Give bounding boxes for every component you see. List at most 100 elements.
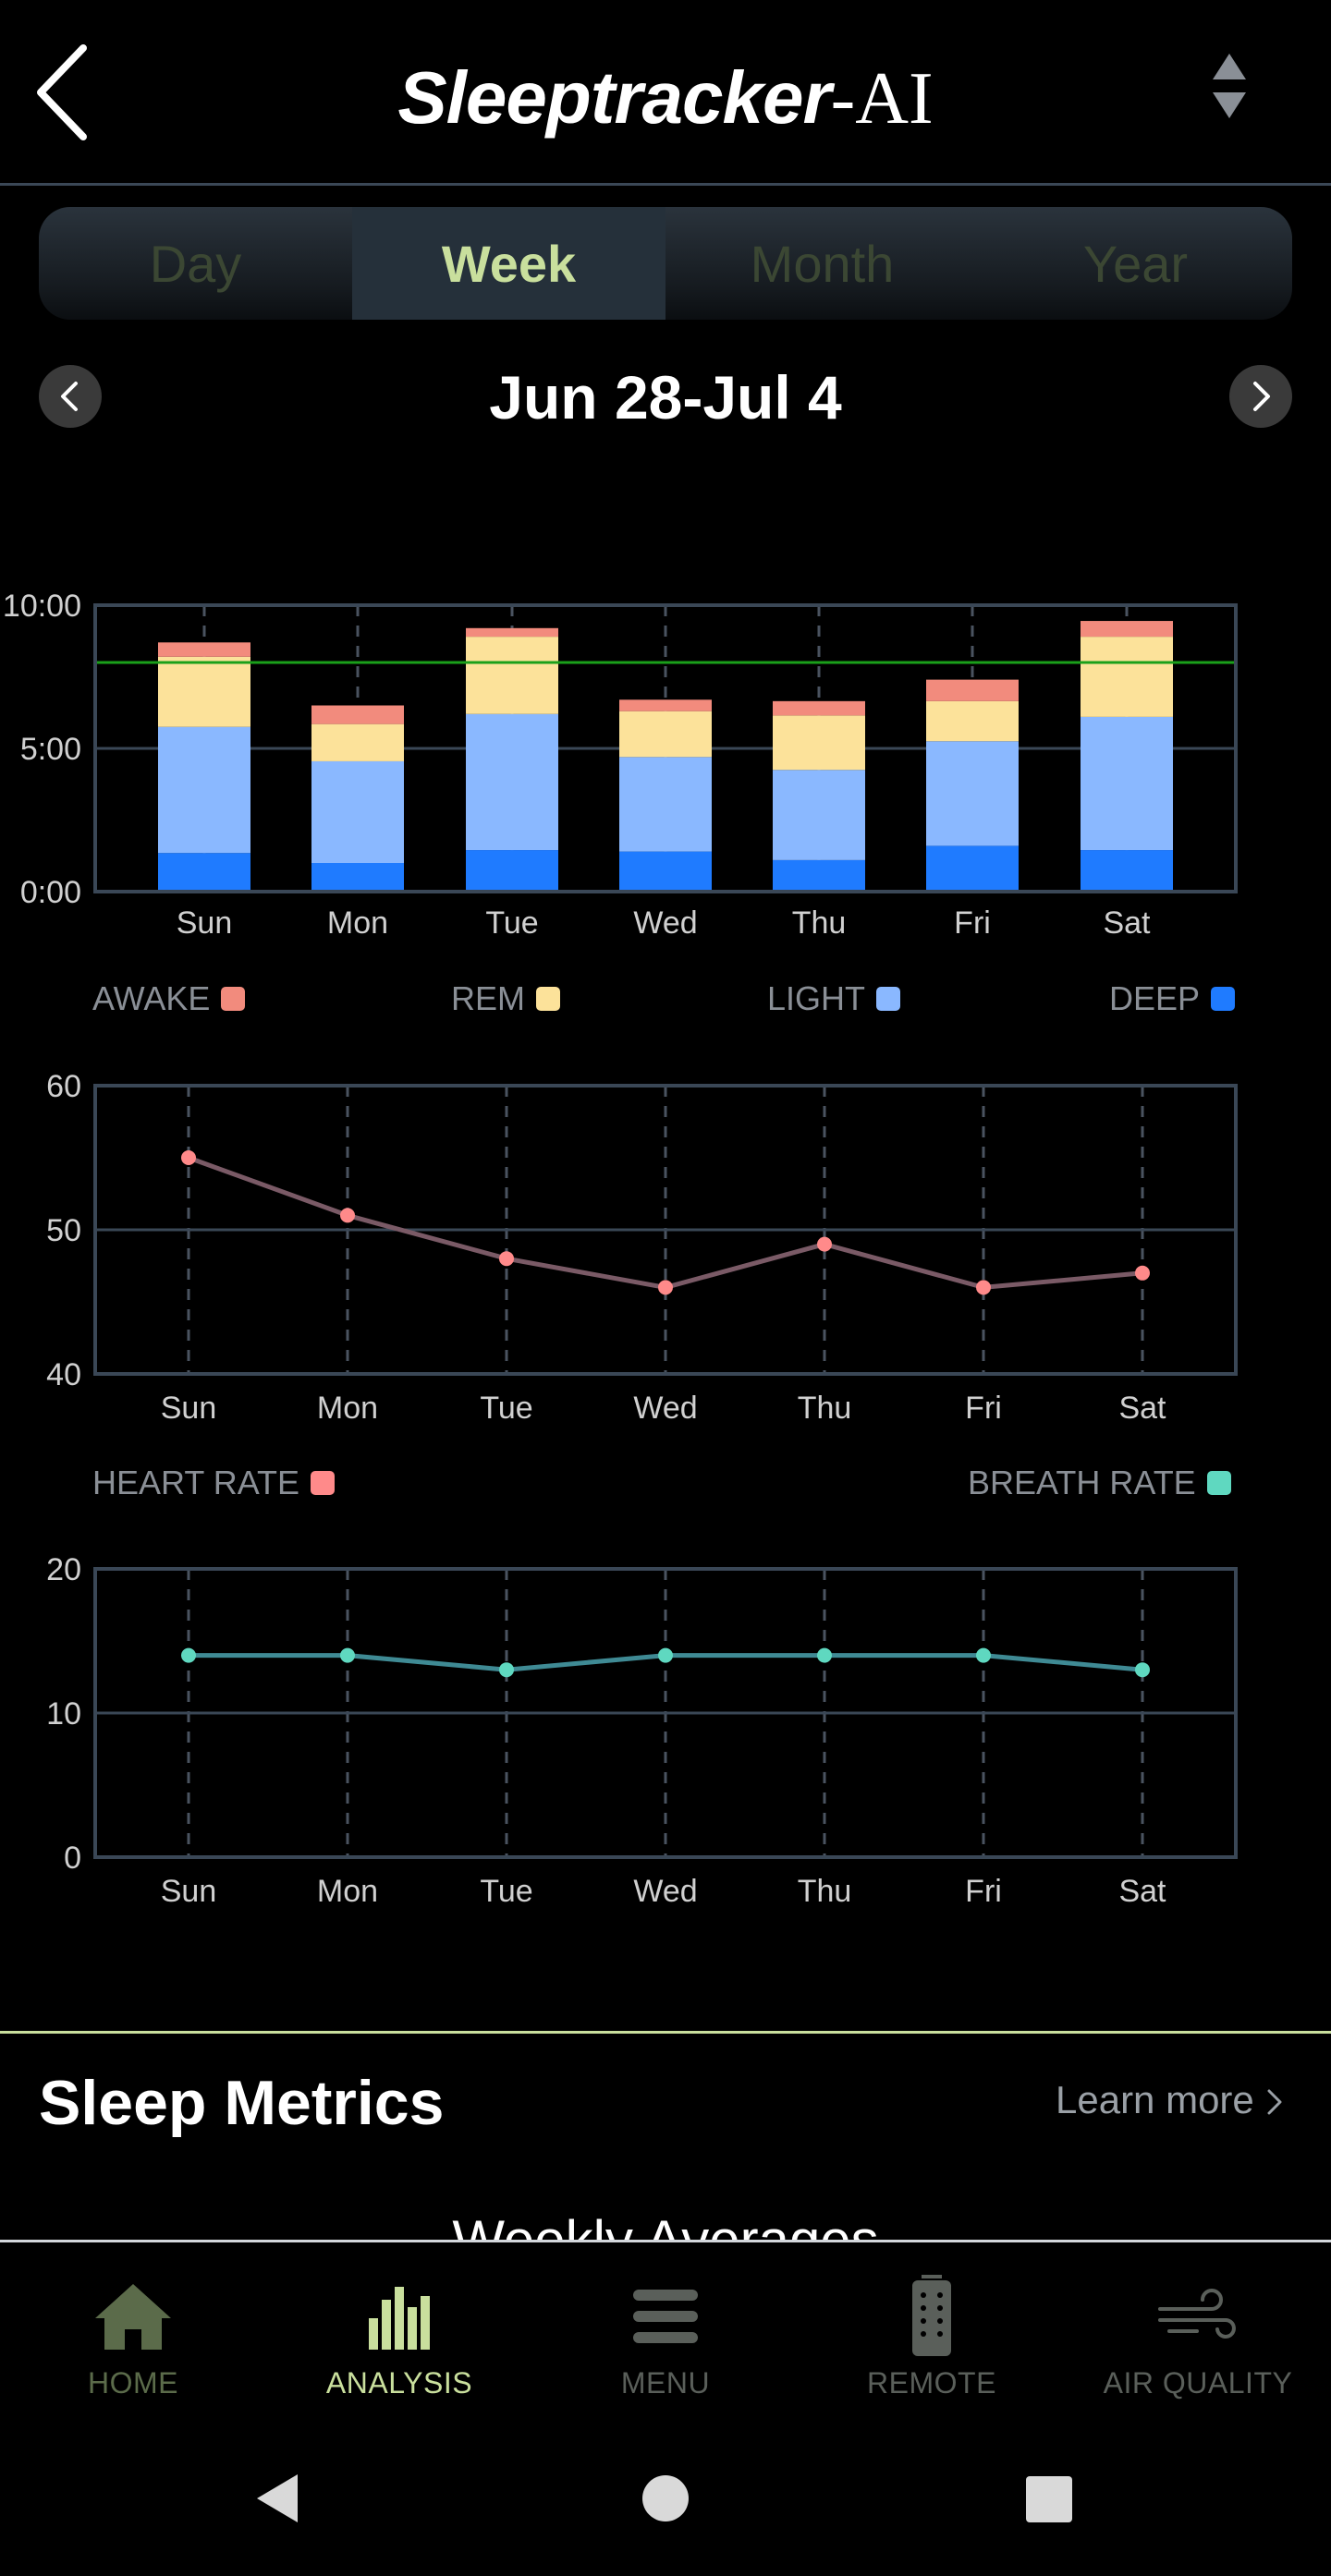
x-tick-label: Tue bbox=[480, 1874, 532, 1909]
legend-heart-rate-swatch bbox=[311, 1471, 336, 1495]
heart-point-sat bbox=[1135, 1265, 1150, 1281]
plot-frame bbox=[93, 603, 1238, 893]
x-tick-label: Fri bbox=[954, 905, 991, 941]
bottom-navigation: HOME ANALYSIS MENU bbox=[0, 2240, 1331, 2427]
breath-point-sun bbox=[181, 1647, 196, 1663]
nav-remote-label: REMOTE bbox=[867, 2366, 996, 2400]
bar-rem-wed bbox=[619, 711, 712, 758]
x-tick-label: Sat bbox=[1118, 1391, 1166, 1426]
legend-awake-swatch bbox=[221, 987, 246, 1011]
x-tick-label: Tue bbox=[485, 905, 538, 941]
app-header: Sleeptracker-AI bbox=[0, 0, 1331, 186]
x-tick-label: Sun bbox=[161, 1874, 217, 1909]
logo-brand: Sleeptracker bbox=[397, 56, 831, 139]
nav-analysis-label: ANALYSIS bbox=[325, 2366, 473, 2400]
x-tick-label: Mon bbox=[317, 1874, 378, 1909]
wind-icon bbox=[1065, 2279, 1331, 2353]
plot-frame bbox=[93, 1084, 1238, 1376]
x-tick-label: Tue bbox=[480, 1391, 532, 1426]
remote-icon bbox=[799, 2275, 1065, 2356]
bar-deep-fri bbox=[926, 845, 1019, 892]
breath-rate-chart: 0 10 20 Sun Mon Tue Wed Thu Fri Sat bbox=[46, 1555, 1238, 1909]
previous-week-button[interactable] bbox=[39, 365, 102, 428]
sort-toggle-button[interactable] bbox=[1183, 37, 1276, 157]
tab-week[interactable]: Week bbox=[352, 207, 666, 320]
heart-point-tue bbox=[499, 1251, 514, 1267]
chevron-left-icon bbox=[37, 44, 87, 140]
legend-breath-rate: BREATH RATE bbox=[968, 1464, 1231, 1502]
breath-point-fri bbox=[976, 1647, 991, 1663]
x-tick-label: Mon bbox=[327, 905, 388, 941]
nav-air-quality[interactable]: AIR QUALITY bbox=[1065, 2279, 1331, 2400]
home-circle-icon[interactable] bbox=[640, 2473, 691, 2524]
bar-awake-mon bbox=[311, 705, 404, 724]
bar-awake-tue bbox=[466, 627, 558, 638]
y-tick-label: 5:00 bbox=[20, 732, 81, 767]
heart-point-thu bbox=[817, 1236, 832, 1252]
back-button[interactable] bbox=[28, 37, 111, 148]
bar-deep-mon bbox=[311, 863, 404, 892]
nav-home[interactable]: HOME bbox=[0, 2279, 266, 2400]
legend-deep: DEEP bbox=[1109, 979, 1236, 1018]
next-week-button[interactable] bbox=[1229, 365, 1292, 428]
x-tick-label: Mon bbox=[317, 1391, 378, 1426]
bar-awake-sun bbox=[158, 642, 250, 657]
tab-day[interactable]: Day bbox=[149, 234, 242, 293]
x-tick-label: Wed bbox=[633, 1874, 697, 1909]
sleep-stages-chart: 0:00 5:00 10:00 Sun Mon Tue Wed Thu Fri Sat bbox=[3, 589, 1238, 941]
bar-rem-sun bbox=[158, 656, 250, 727]
chevron-right-icon bbox=[1253, 382, 1270, 411]
y-tick-label: 40 bbox=[46, 1357, 81, 1392]
bar-light-mon bbox=[311, 760, 404, 863]
date-range-label: Jun 28-Jul 4 bbox=[489, 363, 842, 431]
legend-rem: REM bbox=[451, 979, 560, 1018]
nav-air-quality-label: AIR QUALITY bbox=[1103, 2366, 1293, 2400]
legend-light: LIGHT bbox=[767, 979, 901, 1018]
y-tick-label: 60 bbox=[46, 1072, 81, 1104]
back-triangle-icon[interactable] bbox=[251, 2471, 303, 2526]
legend-awake: AWAKE bbox=[92, 979, 246, 1018]
legend-light-label: LIGHT bbox=[767, 979, 866, 1017]
x-tick-label: Thu bbox=[798, 1874, 852, 1909]
breath-point-tue bbox=[499, 1662, 514, 1678]
y-tick-label: 10 bbox=[46, 1696, 81, 1732]
nav-menu[interactable]: MENU bbox=[532, 2279, 799, 2400]
logo-suffix: -AI bbox=[830, 58, 934, 140]
nav-home-label: HOME bbox=[88, 2366, 178, 2400]
tab-month[interactable]: Month bbox=[750, 234, 895, 293]
sort-arrows-icon bbox=[1213, 54, 1246, 118]
y-tick-label: 20 bbox=[46, 1555, 81, 1587]
menu-icon bbox=[532, 2279, 799, 2353]
home-icon bbox=[0, 2279, 266, 2353]
x-tick-label: Sat bbox=[1103, 905, 1151, 941]
bar-chart-icon bbox=[266, 2279, 532, 2353]
x-tick-label: Fri bbox=[965, 1874, 1002, 1909]
bar-rem-fri bbox=[926, 700, 1019, 742]
breath-point-thu bbox=[817, 1647, 832, 1663]
tab-year[interactable]: Year bbox=[1082, 234, 1189, 293]
learn-more-link[interactable]: Learn more bbox=[1056, 2075, 1285, 2125]
x-tick-label: Wed bbox=[633, 905, 697, 941]
breath-point-wed bbox=[658, 1647, 673, 1663]
learn-more-label: Learn more bbox=[1056, 2078, 1254, 2121]
recents-square-icon[interactable] bbox=[1024, 2474, 1074, 2524]
bar-light-sun bbox=[158, 726, 250, 854]
bar-rem-tue bbox=[466, 637, 558, 714]
heart-point-wed bbox=[658, 1280, 673, 1295]
nav-remote[interactable]: REMOTE bbox=[799, 2275, 1065, 2400]
bar-light-thu bbox=[773, 770, 865, 860]
period-tabs: Day Week Month Year bbox=[39, 207, 1292, 320]
heart-point-sun bbox=[181, 1150, 196, 1165]
legend-light-swatch bbox=[876, 987, 901, 1011]
x-tick-label: Sat bbox=[1118, 1874, 1166, 1909]
bar-deep-thu bbox=[773, 859, 865, 892]
bar-deep-sat bbox=[1081, 850, 1173, 892]
y-tick-label: 10:00 bbox=[3, 589, 81, 624]
nav-analysis[interactable]: ANALYSIS bbox=[266, 2279, 532, 2400]
bar-light-fri bbox=[926, 741, 1019, 846]
heart-point-mon bbox=[340, 1208, 355, 1223]
legend-rem-swatch bbox=[536, 987, 560, 1011]
legend-heart-rate: HEART RATE bbox=[92, 1464, 336, 1502]
header-divider bbox=[0, 183, 1331, 186]
y-tick-label: 0:00 bbox=[20, 875, 81, 910]
